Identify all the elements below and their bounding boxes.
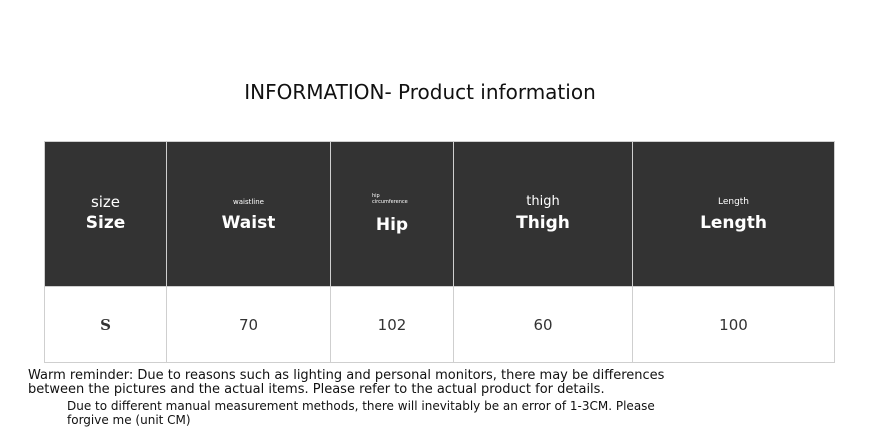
header-sub: Length xyxy=(717,197,750,207)
header-label: Hip xyxy=(375,215,409,235)
page-title: INFORMATION- Product information xyxy=(244,80,596,104)
header-label: Thigh xyxy=(516,213,570,233)
header-size: size Size xyxy=(44,141,167,287)
size-table: size Size waistline Waist hip circumferenc… xyxy=(44,141,835,363)
table-row: S 70 102 60 100 xyxy=(44,286,835,363)
header-waist: waistline Waist xyxy=(166,141,331,287)
measurement-note: Due to different manual measurement meth… xyxy=(67,399,655,427)
header-sub: size xyxy=(90,193,121,211)
header-label: Size xyxy=(85,213,126,233)
cell-length: 100 xyxy=(632,286,835,363)
header-thigh: thigh Thigh xyxy=(453,141,633,287)
cell-size: S xyxy=(44,286,167,363)
header-hip: hip circumference Hip xyxy=(330,141,454,287)
cell-thigh: 60 xyxy=(453,286,633,363)
header-label: Length xyxy=(700,213,767,233)
cell-waist: 70 xyxy=(166,286,331,363)
header-sub: hip circumference xyxy=(372,193,408,205)
warm-reminder: Warm reminder: Due to reasons such as li… xyxy=(28,368,665,397)
header-sub: thigh xyxy=(526,194,560,209)
header-label: Waist xyxy=(221,213,276,233)
cell-hip: 102 xyxy=(330,286,454,363)
header-row: size Size waistline Waist hip circumferenc… xyxy=(44,141,835,287)
header-length: Length Length xyxy=(632,141,835,287)
header-sub: waistline xyxy=(233,198,264,206)
